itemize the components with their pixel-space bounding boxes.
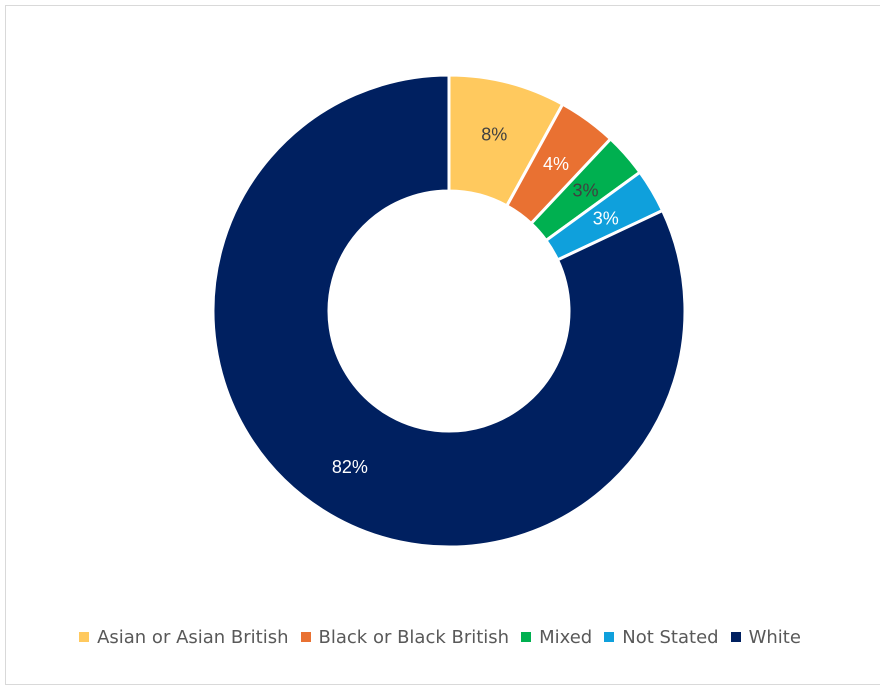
legend-swatch bbox=[521, 632, 532, 642]
data-label-asian-or-asian-british: 8% bbox=[481, 125, 507, 145]
donut-slices bbox=[211, 73, 687, 549]
legend-item-not-stated: Not Stated bbox=[604, 626, 719, 648]
legend-label: White bbox=[748, 626, 801, 648]
legend-swatch bbox=[604, 632, 615, 642]
legend-label: Asian or Asian British bbox=[97, 626, 289, 648]
chart-legend: Asian or Asian British Black or Black Bri… bbox=[0, 624, 880, 650]
legend-swatch bbox=[300, 632, 311, 642]
data-label-mixed: 3% bbox=[572, 181, 598, 201]
legend-label: Not Stated bbox=[622, 626, 719, 648]
legend-item-asian-or-asian-british: Asian or Asian British bbox=[79, 626, 289, 648]
legend-item-black-or-black-british: Black or Black British bbox=[300, 626, 510, 648]
data-label-white: 82% bbox=[332, 457, 368, 477]
legend-label: Black or Black British bbox=[318, 626, 510, 648]
legend-item-mixed: Mixed bbox=[521, 627, 592, 648]
data-labels: 8%4%3%3%82% bbox=[332, 125, 619, 478]
data-label-black-or-black-british: 4% bbox=[543, 154, 569, 174]
legend-swatch bbox=[79, 632, 90, 642]
slice-white bbox=[211, 73, 687, 549]
legend-swatch bbox=[730, 632, 741, 642]
legend-item-white: White bbox=[730, 626, 801, 648]
legend-label: Mixed bbox=[539, 626, 593, 648]
data-label-not-stated: 3% bbox=[593, 208, 619, 228]
